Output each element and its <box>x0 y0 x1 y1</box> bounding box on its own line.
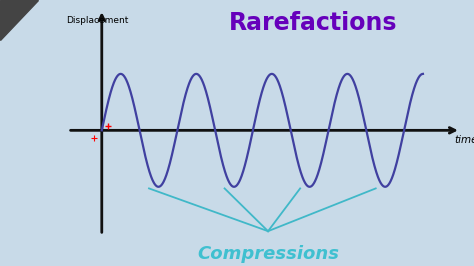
Text: Rarefactions: Rarefactions <box>229 11 398 35</box>
Text: time: time <box>454 135 474 145</box>
Text: Displacement: Displacement <box>66 16 128 25</box>
Text: Compressions: Compressions <box>197 245 339 263</box>
